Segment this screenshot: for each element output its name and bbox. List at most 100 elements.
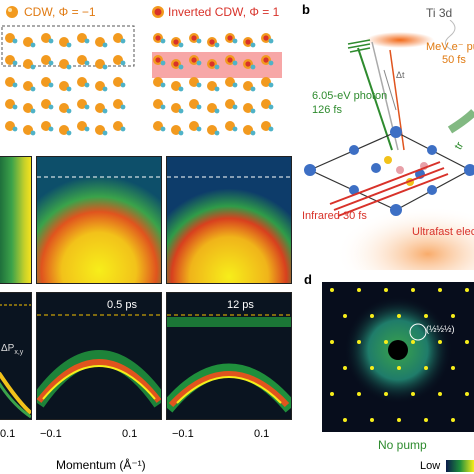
arpes-top-right <box>166 156 292 284</box>
lattice-anion <box>30 108 36 114</box>
lattice-anion <box>268 38 274 44</box>
lattice-anion <box>178 130 184 136</box>
delay-label-2: 12 ps <box>227 299 254 311</box>
lattice-anion <box>30 64 36 70</box>
lattice-atom <box>243 81 253 91</box>
lattice-anion <box>250 108 256 114</box>
lattice-anion <box>48 126 54 132</box>
delay-label-1: 0.5 ps <box>107 299 137 311</box>
ti-3d-label: Ti 3d <box>426 6 453 20</box>
lattice-atom <box>189 121 199 131</box>
diffraction-spot <box>357 288 361 292</box>
ultrafast-label: Ultrafast elec <box>412 226 474 238</box>
diffraction-spot <box>465 392 469 396</box>
lattice-atom <box>113 33 123 43</box>
diffraction-spot <box>370 366 374 370</box>
lattice-atom-core <box>209 39 215 45</box>
lattice-atom <box>23 125 33 135</box>
diffraction-spot <box>424 314 428 318</box>
diffraction-spot <box>397 418 401 422</box>
diffraction-spot <box>343 366 347 370</box>
lattice-atom <box>95 81 105 91</box>
mev-pulse-duration: 50 fs <box>442 54 466 66</box>
lattice-atom <box>225 121 235 131</box>
lattice-atom <box>41 121 51 131</box>
lattice-anion <box>214 42 220 48</box>
lattice-anion <box>84 82 90 88</box>
lattice-anion <box>84 38 90 44</box>
lattice-anion <box>232 104 238 110</box>
lattice-anion <box>268 104 274 110</box>
no-pump-caption: No pump <box>378 438 427 452</box>
diffraction-spot <box>330 288 334 292</box>
lattice-atom <box>113 99 123 109</box>
lattice-atom <box>41 55 51 65</box>
lattice-atom-core <box>263 35 269 41</box>
lattice-anion <box>102 64 108 70</box>
lattice-atom <box>207 103 217 113</box>
lattice-anion <box>102 86 108 92</box>
lattice-atom <box>77 55 87 65</box>
lattice-atom <box>77 121 87 131</box>
lattice-anion <box>66 64 72 70</box>
lattice-atom <box>261 77 271 87</box>
lattice-atom-core <box>173 39 179 45</box>
lattice-anion <box>196 60 202 66</box>
inverted-cdw-lattice-diagram <box>152 33 282 136</box>
panel-letter-b: b <box>302 2 310 17</box>
lattice-atom <box>95 125 105 135</box>
lattice-atom-core <box>245 61 251 67</box>
lattice-atom <box>207 81 217 91</box>
tick-label: 0.1 <box>254 428 270 440</box>
diffraction-spot <box>330 392 334 396</box>
lattice-anion <box>84 104 90 110</box>
lattice-anion <box>160 104 166 110</box>
diffraction-spot <box>370 314 374 318</box>
lattice-atom-core <box>155 35 161 41</box>
lattice-anion <box>102 108 108 114</box>
diffraction-spot <box>424 366 428 370</box>
lattice-anion <box>214 108 220 114</box>
lattice-atom <box>207 125 217 135</box>
lattice-anion <box>196 104 202 110</box>
lattice-anion <box>214 130 220 136</box>
lattice-atom <box>59 81 69 91</box>
lattice-atom <box>189 77 199 87</box>
lattice-anion <box>12 126 18 132</box>
lattice-atom <box>77 77 87 87</box>
lattice-anion <box>30 86 36 92</box>
lattice-atom <box>41 77 51 87</box>
diffraction-spot <box>438 340 442 344</box>
lattice-atom <box>95 59 105 69</box>
panel-letter-d: d <box>304 272 312 287</box>
lattice-atom <box>153 99 163 109</box>
colorbar-low-label: Low <box>420 460 441 472</box>
photon-duration: 126 fs <box>312 104 342 116</box>
lattice-anion <box>232 126 238 132</box>
tick-label: −0.1 <box>40 428 62 440</box>
lattice-atom <box>5 77 15 87</box>
lattice-anion <box>66 130 72 136</box>
diffraction-spot <box>465 288 469 292</box>
mev-pulse-label: MeV e⁻ pulse <box>426 41 474 53</box>
lattice-atom <box>153 121 163 131</box>
lattice-atom <box>261 121 271 131</box>
lattice-atom-core <box>227 35 233 41</box>
lattice-anion <box>178 108 184 114</box>
lattice-anion <box>102 42 108 48</box>
lattice-atom-core <box>191 57 197 63</box>
diffraction-spot <box>411 392 415 396</box>
lattice-atom <box>225 99 235 109</box>
lattice-anion <box>48 82 54 88</box>
lattice-anion <box>30 130 36 136</box>
lattice-atom-core <box>227 57 233 63</box>
delta-t-label: Δt <box>396 70 405 80</box>
lattice-atom <box>113 77 123 87</box>
lattice-anion <box>12 104 18 110</box>
lattice-anion <box>84 60 90 66</box>
diffraction-spot <box>438 392 442 396</box>
lattice-anion <box>196 82 202 88</box>
diffraction-spot <box>397 314 401 318</box>
arpes-equilibrium-top <box>0 156 32 284</box>
lattice-atom <box>261 99 271 109</box>
